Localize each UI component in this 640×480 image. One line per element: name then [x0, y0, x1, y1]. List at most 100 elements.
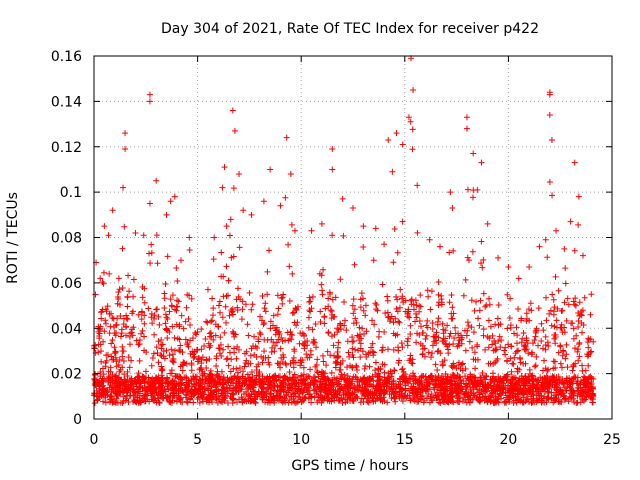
data-point — [153, 344, 160, 351]
data-point — [106, 398, 113, 405]
data-point — [543, 317, 550, 324]
data-point — [151, 389, 158, 396]
data-point — [225, 277, 232, 284]
data-point — [547, 375, 554, 382]
data-point — [177, 395, 184, 402]
data-point — [313, 362, 320, 369]
data-point — [186, 234, 193, 241]
data-point — [410, 396, 417, 403]
data-point — [450, 388, 457, 395]
data-point — [202, 336, 209, 343]
data-point — [279, 338, 286, 345]
data-point — [459, 360, 466, 367]
data-point — [326, 289, 333, 296]
data-point — [515, 306, 522, 313]
data-point — [446, 377, 453, 384]
data-point — [277, 345, 284, 352]
data-point — [503, 357, 510, 364]
data-point — [505, 263, 512, 270]
data-point — [130, 276, 137, 283]
data-point — [469, 194, 476, 201]
data-point — [478, 374, 485, 381]
data-point — [446, 333, 453, 340]
data-point — [113, 372, 120, 379]
data-point — [273, 376, 280, 383]
data-point — [552, 381, 559, 388]
data-point — [417, 292, 424, 299]
data-point — [207, 380, 214, 387]
data-point — [536, 243, 543, 250]
data-point — [365, 399, 372, 406]
data-point — [574, 348, 581, 355]
data-point — [255, 338, 262, 345]
data-point — [339, 195, 346, 202]
data-point — [179, 367, 186, 374]
data-point — [170, 359, 177, 366]
data-point — [263, 376, 270, 383]
data-point — [338, 395, 345, 402]
data-point — [179, 361, 186, 368]
data-point — [587, 385, 594, 392]
data-point — [217, 341, 224, 348]
data-point — [250, 379, 257, 386]
data-point — [173, 321, 180, 328]
data-point — [334, 325, 341, 332]
data-point — [349, 364, 356, 371]
data-point — [154, 260, 161, 267]
data-point — [496, 333, 503, 340]
data-point — [512, 393, 519, 400]
data-point — [552, 358, 559, 365]
data-point — [423, 379, 430, 386]
data-point — [286, 368, 293, 375]
data-point — [409, 146, 416, 153]
data-point — [556, 377, 563, 384]
data-point — [432, 381, 439, 388]
data-point — [567, 218, 574, 225]
data-point — [273, 392, 280, 399]
data-point — [286, 375, 293, 382]
data-point — [359, 325, 366, 332]
tick-labels: 0 5 10 15 20 25 0 0.02 0.04 0.06 0.08 0.1 0.12 0.14 0.… — [51, 49, 621, 448]
data-point — [228, 356, 235, 363]
data-point — [195, 379, 202, 386]
data-point — [476, 307, 483, 314]
data-point — [369, 317, 376, 324]
data-point — [169, 358, 176, 365]
data-point — [504, 325, 511, 332]
data-point — [135, 311, 142, 318]
data-point — [225, 388, 232, 395]
data-point — [526, 366, 533, 373]
data-point — [218, 249, 225, 256]
data-point — [391, 226, 398, 233]
data-point — [268, 349, 275, 356]
data-point — [487, 393, 494, 400]
data-point — [326, 398, 333, 405]
data-point — [318, 281, 325, 288]
data-point — [130, 293, 137, 300]
data-point — [210, 336, 217, 343]
data-point — [108, 340, 115, 347]
data-point — [307, 308, 314, 315]
data-point — [540, 345, 547, 352]
data-point — [443, 380, 450, 387]
data-point — [446, 299, 453, 306]
data-point — [350, 296, 357, 303]
data-point — [549, 192, 556, 199]
data-point — [234, 304, 241, 311]
data-point — [239, 298, 246, 305]
data-point — [469, 344, 476, 351]
data-point — [139, 327, 146, 334]
data-point — [335, 396, 342, 403]
data-point — [180, 325, 187, 332]
data-point — [242, 360, 249, 367]
data-point — [106, 330, 113, 337]
data-point — [177, 342, 184, 349]
data-point — [261, 392, 268, 399]
data-point — [224, 385, 231, 392]
data-point — [174, 303, 181, 310]
data-point — [123, 392, 130, 399]
x-axis-label: GPS time / hours — [291, 458, 408, 474]
data-point — [225, 362, 232, 369]
data-point — [506, 388, 513, 395]
data-point — [306, 354, 313, 361]
